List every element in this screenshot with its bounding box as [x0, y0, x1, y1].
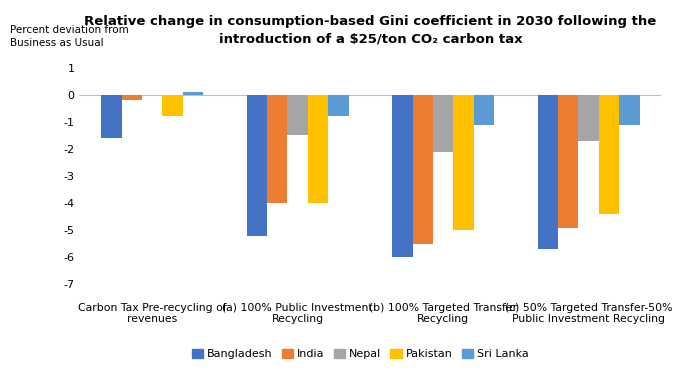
Legend: Bangladesh, India, Nepal, Pakistan, Sri Lanka: Bangladesh, India, Nepal, Pakistan, Sri … [187, 344, 534, 364]
Bar [392, 95, 412, 257]
Bar [162, 95, 183, 116]
Bar [101, 95, 122, 138]
Bar [247, 95, 267, 236]
Bar [433, 95, 453, 152]
Bar [308, 95, 328, 203]
Bar [619, 95, 640, 125]
Bar [579, 95, 599, 141]
Bar [558, 95, 579, 228]
Bar [267, 95, 288, 203]
Bar [288, 95, 308, 135]
Title: Relative change in consumption-based Gini coefficient in 2030 following the
intr: Relative change in consumption-based Gin… [85, 15, 656, 46]
Bar [122, 95, 142, 100]
Bar [599, 95, 619, 214]
Bar [453, 95, 474, 230]
Bar [412, 95, 433, 244]
Bar [538, 95, 558, 249]
Bar [328, 95, 349, 116]
Text: Percent deviation from
Business as Usual: Percent deviation from Business as Usual [10, 25, 128, 48]
Bar [183, 92, 203, 95]
Bar [474, 95, 494, 125]
